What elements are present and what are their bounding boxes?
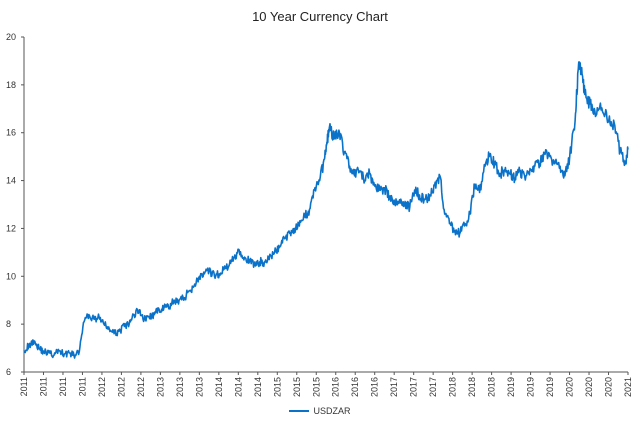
x-tick-label: 2017 <box>428 377 438 397</box>
y-tick-label: 14 <box>6 176 16 186</box>
x-tick-label: 2014 <box>253 377 263 397</box>
x-tick-label: 2020 <box>565 377 575 397</box>
y-tick-label: 16 <box>6 128 16 138</box>
x-tick-label: 2014 <box>233 377 243 397</box>
x-tick-label: 2017 <box>409 377 419 397</box>
y-tick-label: 20 <box>6 32 16 42</box>
y-tick-label: 12 <box>6 223 16 233</box>
x-tick-label: 2018 <box>448 377 458 397</box>
x-axis-ticks: 2011 2011 2011 2011 2012 2012 2012 2013 2013 2013… <box>19 372 633 397</box>
y-axis-ticks: 6 8 10 12 14 16 18 20 <box>6 32 24 377</box>
x-tick-label: 2020 <box>604 377 614 397</box>
x-tick-label: 2017 <box>389 377 399 397</box>
x-tick-label: 2016 <box>370 377 380 397</box>
x-tick-label: 2011 <box>38 377 48 396</box>
x-tick-label: 2011 <box>77 377 87 396</box>
y-tick-label: 18 <box>6 80 16 90</box>
x-tick-label: 2013 <box>155 377 165 397</box>
x-tick-label: 2013 <box>194 377 204 397</box>
legend-swatch <box>289 410 310 412</box>
y-tick-label: 10 <box>6 271 16 281</box>
x-tick-label: 2015 <box>292 377 302 397</box>
y-tick-label: 8 <box>6 319 11 329</box>
x-tick-label: 2020 <box>584 377 594 397</box>
x-tick-label: 2016 <box>331 377 341 397</box>
x-tick-label: 2011 <box>58 377 68 396</box>
x-tick-label: 2019 <box>545 377 555 397</box>
legend: USDZAR <box>0 406 640 416</box>
axes <box>23 37 628 373</box>
x-tick-label: 2014 <box>214 377 224 397</box>
x-tick-label: 2019 <box>506 377 516 397</box>
x-tick-label: 2013 <box>175 377 185 397</box>
x-tick-label: 2018 <box>467 377 477 397</box>
x-tick-label: 2015 <box>311 377 321 397</box>
x-tick-label: 2012 <box>136 377 146 397</box>
x-tick-label: 2015 <box>272 377 282 397</box>
series-layer <box>23 61 629 359</box>
x-tick-label: 2019 <box>526 377 536 397</box>
x-tick-label: 2012 <box>116 377 126 397</box>
chart-title: 10 Year Currency Chart <box>252 9 388 24</box>
x-tick-label: 2018 <box>487 377 497 397</box>
series-line-usdzar <box>23 61 629 359</box>
x-tick-label: 2016 <box>350 377 360 397</box>
x-tick-label: 2012 <box>97 377 107 397</box>
y-tick-label: 6 <box>6 367 11 377</box>
x-tick-label: 2011 <box>19 377 29 396</box>
x-tick-label: 2021 <box>623 377 633 397</box>
legend-label: USDZAR <box>313 406 351 416</box>
